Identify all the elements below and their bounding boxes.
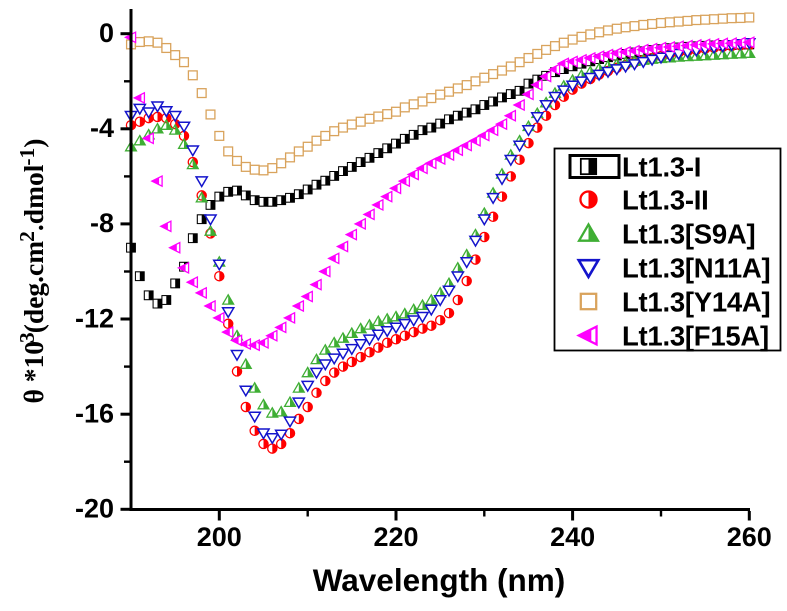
svg-text:Wavelength (nm): Wavelength (nm) bbox=[313, 562, 566, 598]
svg-text:220: 220 bbox=[373, 522, 418, 552]
svg-text:-16: -16 bbox=[75, 399, 114, 429]
svg-text:0: 0 bbox=[99, 18, 114, 48]
svg-text:Lt1.3-II: Lt1.3-II bbox=[622, 185, 709, 216]
svg-text:Lt1.3[S9A]: Lt1.3[S9A] bbox=[622, 219, 755, 250]
svg-text:Lt1.3[Y14A]: Lt1.3[Y14A] bbox=[622, 287, 770, 318]
svg-text:-4: -4 bbox=[90, 113, 114, 143]
svg-text:260: 260 bbox=[727, 522, 772, 552]
svg-text:Lt1.3[N11A]: Lt1.3[N11A] bbox=[622, 253, 770, 284]
svg-text:200: 200 bbox=[197, 522, 242, 552]
svg-text:-12: -12 bbox=[75, 303, 114, 333]
svg-text:-8: -8 bbox=[90, 208, 114, 238]
svg-text:θ *103(deg.cm2.dmol-1): θ *103(deg.cm2.dmol-1) bbox=[15, 139, 49, 404]
svg-text:Lt1.3[F15A]: Lt1.3[F15A] bbox=[622, 321, 769, 352]
svg-text:-20: -20 bbox=[75, 494, 114, 524]
svg-text:240: 240 bbox=[550, 522, 595, 552]
svg-text:Lt1.3-I: Lt1.3-I bbox=[622, 152, 701, 183]
